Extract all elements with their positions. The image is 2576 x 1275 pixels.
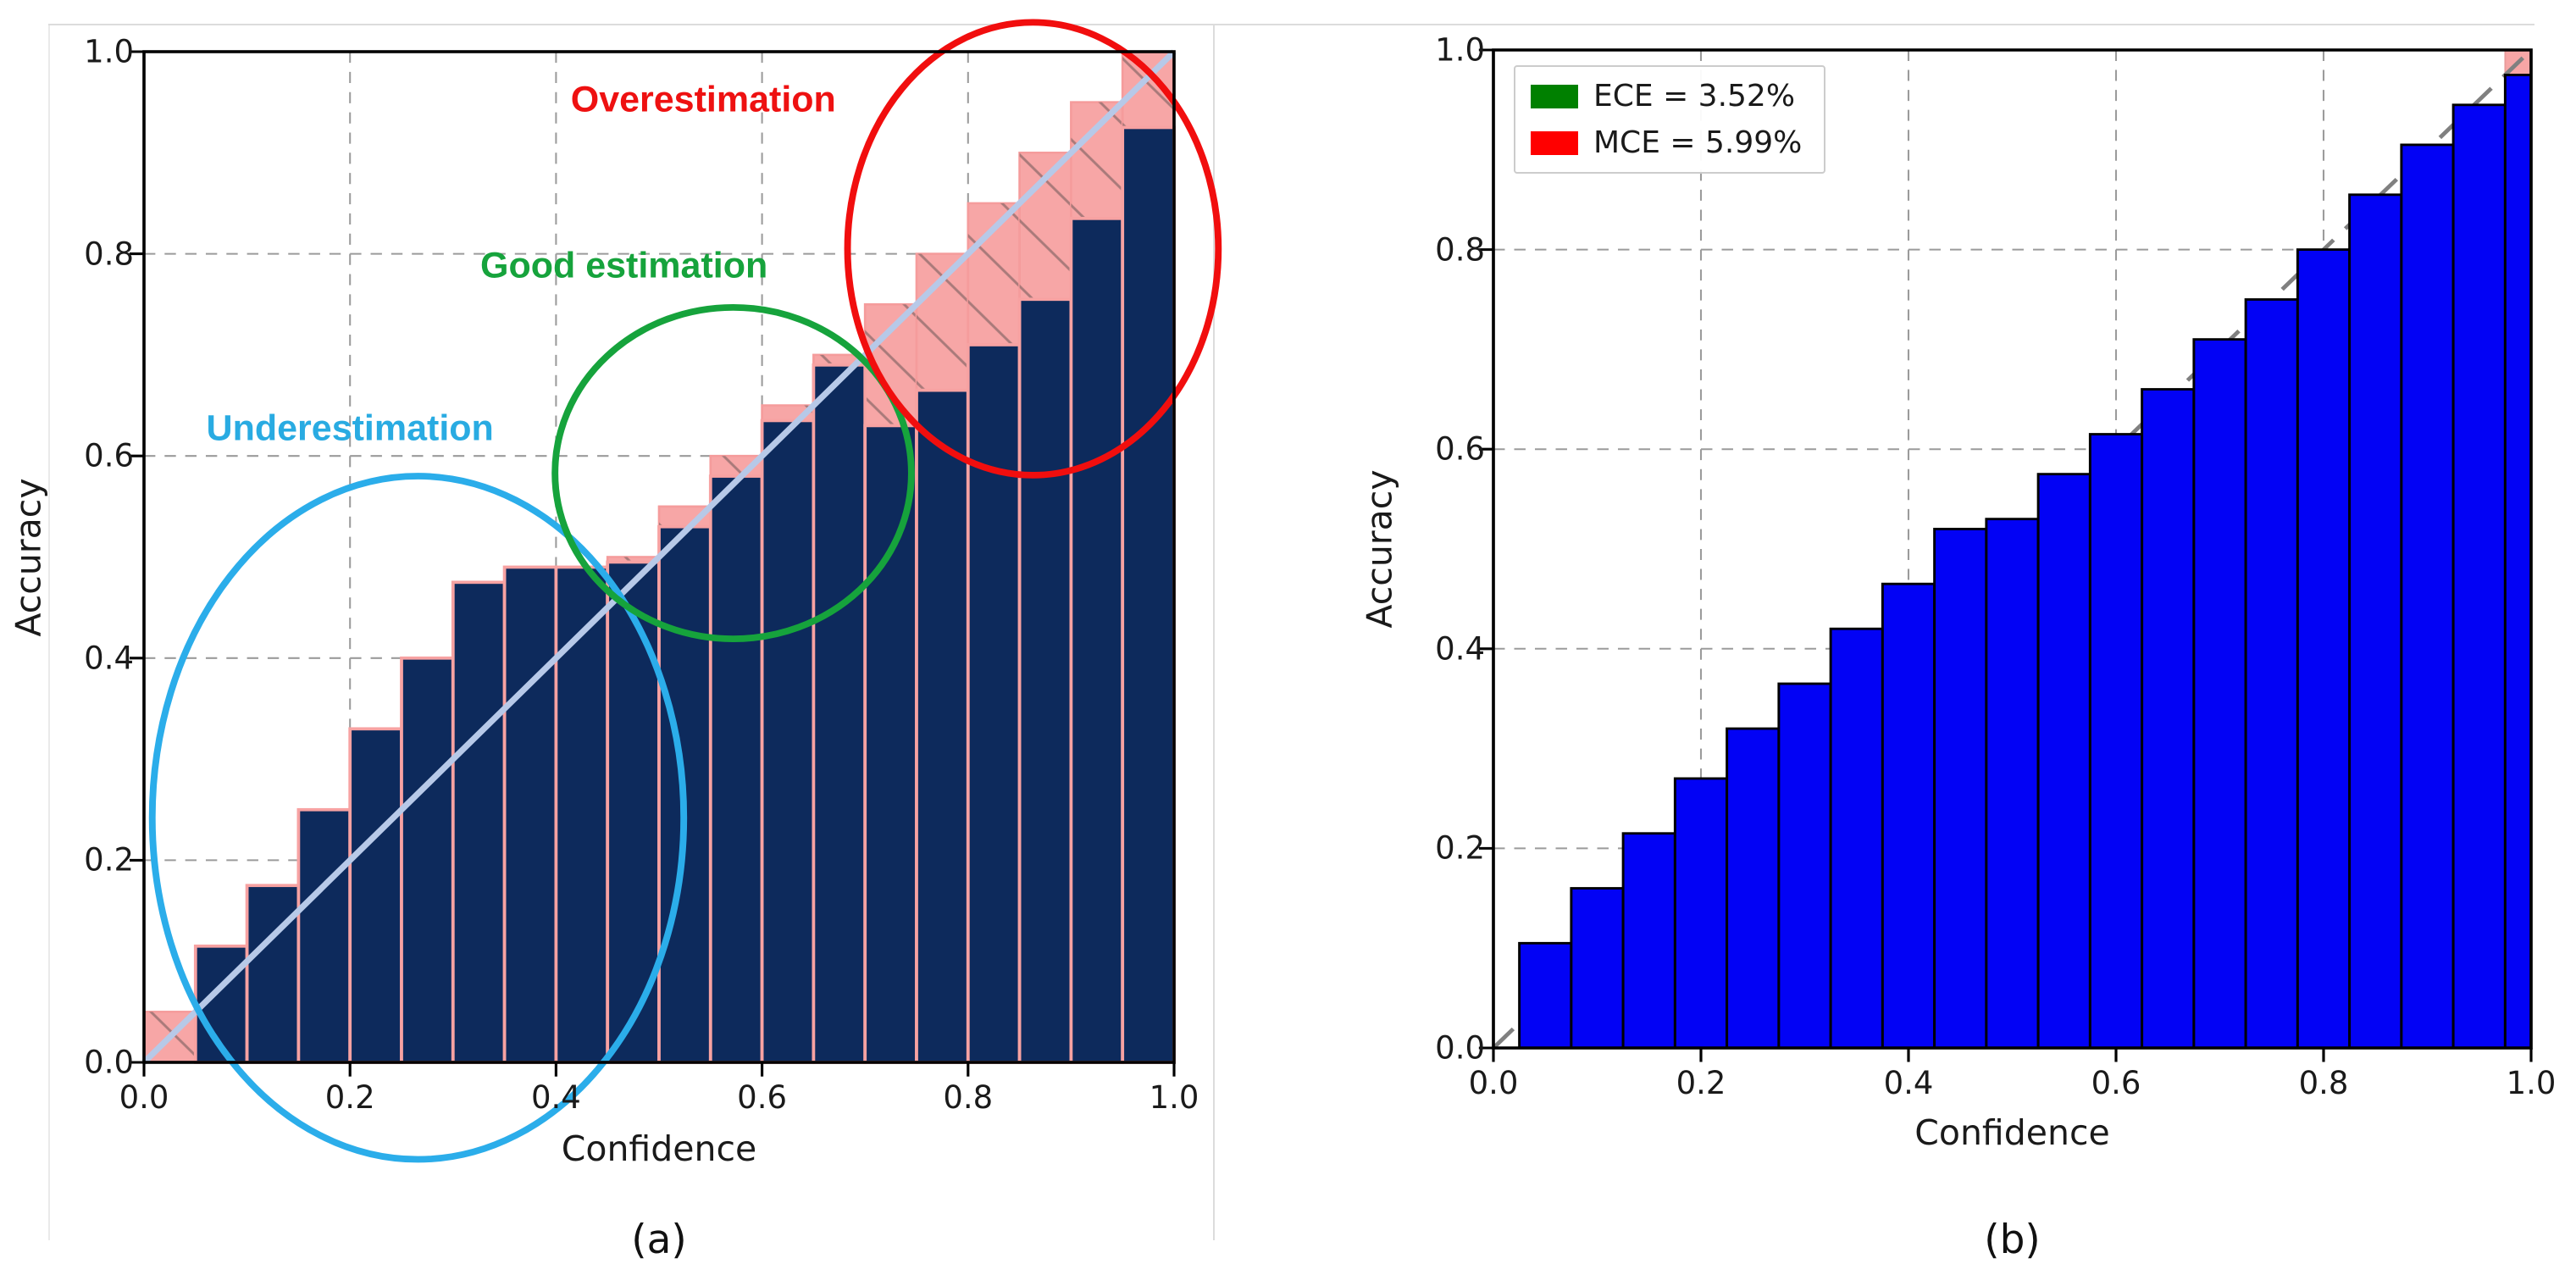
y-axis-label-b: Accuracy [1358,50,1402,1048]
y-tick-labels-b: 0.0 0.2 0.4 0.6 0.8 1.0 [1400,32,1485,1067]
y-axis-label-b-text: Accuracy [1360,469,1400,629]
ece-value-label: ECE = 3.52% [1593,79,1796,114]
y-axis-label-a-text: Accuracy [8,477,49,637]
caption-a: (a) [631,1217,687,1263]
caption-b: (b) [1984,1217,2041,1263]
x-tick-a-1.0: 1.0 [1149,1079,1199,1116]
y-tick-b-0.6: 0.6 [1435,430,1485,468]
y-tick-b-1.0: 1.0 [1435,31,1485,69]
x-tick-a-0.6: 0.6 [737,1079,788,1116]
y-tick-a-0.0: 0.0 [84,1044,134,1081]
legend-item-ece: ECE = 3.52% [1531,79,1802,114]
y-tick-a-1.0: 1.0 [84,33,134,70]
accuracy-bars [193,125,1176,1064]
mce-color-swatch [1531,130,1578,155]
x-tick-b-0.0: 0.0 [1468,1065,1519,1101]
x-tick-b-0.6: 0.6 [2091,1065,2141,1101]
x-tick-b-0.4: 0.4 [1883,1065,1934,1101]
x-tick-b-0.8: 0.8 [2298,1065,2349,1101]
y-axis-label-a: Accuracy [7,52,51,1062]
annotation-circles [148,19,1222,1163]
accuracy-bars [1518,74,2533,1050]
x-tick-a-0.2: 0.2 [324,1079,375,1116]
diagonal-line [141,49,1177,1065]
ece-color-swatch [1531,84,1578,108]
legend-box: ECE = 3.52% MCE = 5.99% [1514,65,1826,174]
decor-panel-a-right-border [1213,24,1215,1240]
figure-a: Underestimation Good estimation Overestima… [7,19,1222,1263]
x-tick-labels-a: 0.0 0.2 0.4 0.6 0.8 1.0 [119,1079,1199,1122]
figure-b: ECE = 3.52% MCE = 5.99% 0.0 0.2 0.4 0.6 0.8 1… [1288,0,2576,1275]
reliability-diagram-b: ECE = 3.52% MCE = 5.99% [1478,48,2533,1062]
reliability-plot-a-svg [129,19,1222,1163]
x-axis-label-a: Confidence [561,1128,757,1169]
overestimation-circle [844,19,1222,479]
x-tick-a-0.4: 0.4 [530,1079,581,1116]
y-tick-labels-a: 0.0 0.2 0.4 0.6 0.8 1.0 [49,34,134,1081]
decor-top-border [48,24,2534,25]
legend-item-mce: MCE = 5.99% [1531,125,1802,160]
tick-marks [129,50,1176,1077]
y-tick-b-0.2: 0.2 [1435,829,1485,867]
reliability-plot-b-svg [1478,48,2533,1062]
x-tick-labels-b: 0.0 0.2 0.4 0.6 0.8 1.0 [1469,1065,2557,1107]
x-tick-b-1.0: 1.0 [2506,1065,2557,1101]
y-tick-a-0.4: 0.4 [84,640,134,677]
x-tick-a-0.8: 0.8 [943,1079,994,1116]
decor-left-border [48,24,50,1240]
axes-frame [1492,48,2533,1050]
y-tick-b-0.8: 0.8 [1435,231,1485,269]
underestimation-circle [148,473,688,1163]
reliability-diagram-a: Underestimation Good estimation Overestima… [129,19,1222,1163]
tick-marks [1478,48,2533,1062]
y-tick-b-0.4: 0.4 [1435,630,1485,668]
x-tick-b-0.2: 0.2 [1676,1065,1726,1101]
good-estimation-circle [551,303,915,643]
x-tick-a-0.0: 0.0 [119,1079,169,1116]
axes-frame [142,50,1176,1064]
x-axis-label-b: Confidence [1914,1112,2110,1153]
y-tick-b-0.0: 0.0 [1435,1029,1485,1067]
mce-value-label: MCE = 5.99% [1593,125,1803,160]
y-tick-a-0.6: 0.6 [84,437,134,474]
y-tick-a-0.2: 0.2 [84,841,134,879]
y-tick-a-0.8: 0.8 [84,236,134,273]
